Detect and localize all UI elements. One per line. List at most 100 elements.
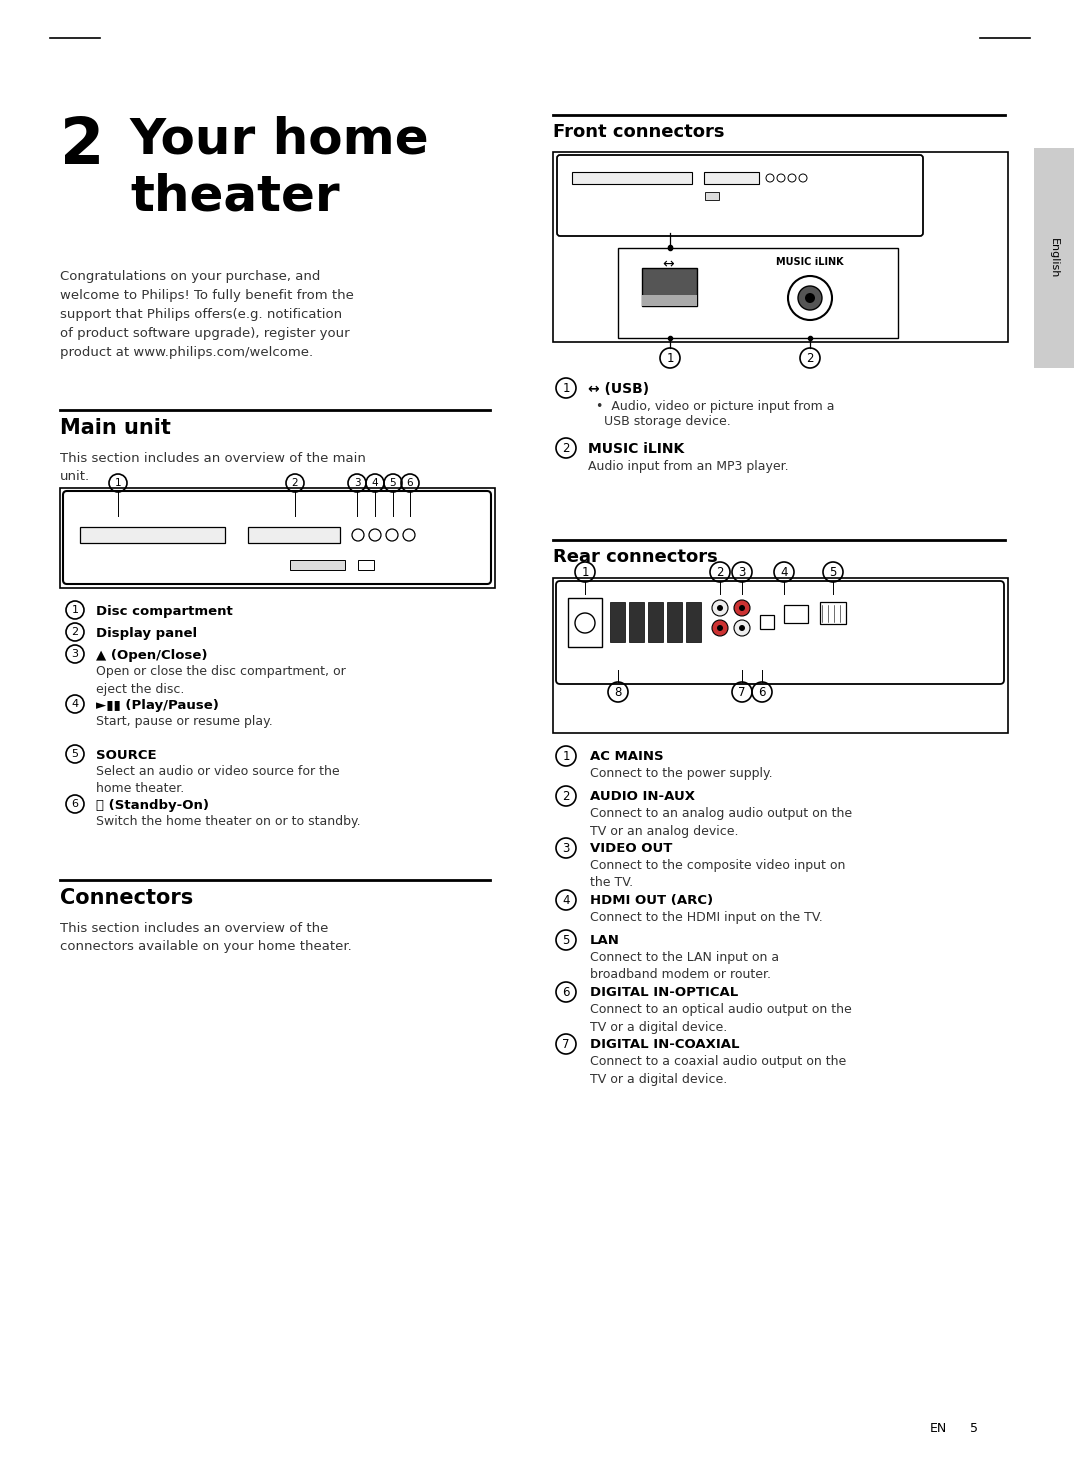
Text: Open or close the disc compartment, or
eject the disc.: Open or close the disc compartment, or e… [96,664,346,695]
Text: DIGITAL IN-OPTICAL: DIGITAL IN-OPTICAL [590,986,739,999]
FancyBboxPatch shape [667,602,681,642]
Circle shape [805,293,815,304]
FancyBboxPatch shape [760,615,774,629]
FancyBboxPatch shape [648,602,663,642]
Text: Rear connectors: Rear connectors [553,548,718,566]
FancyBboxPatch shape [642,295,697,307]
Text: 1: 1 [563,749,570,762]
Text: AC MAINS: AC MAINS [590,750,663,764]
Text: VIDEO OUT: VIDEO OUT [590,842,673,856]
Text: EN: EN [930,1422,947,1435]
FancyBboxPatch shape [1034,147,1074,368]
Circle shape [717,604,723,610]
Circle shape [739,625,745,631]
Text: 4: 4 [71,699,79,710]
Text: Connect to the LAN input on a
broadband modem or router.: Connect to the LAN input on a broadband … [590,950,779,981]
Text: Disc compartment: Disc compartment [96,604,233,618]
FancyBboxPatch shape [610,602,625,642]
Text: 2: 2 [563,790,570,803]
Text: Connect to an analog audio output on the
TV or an analog device.: Connect to an analog audio output on the… [590,807,852,838]
FancyBboxPatch shape [357,561,374,569]
Text: 3: 3 [739,565,745,578]
Text: 3: 3 [563,841,569,854]
Text: Front connectors: Front connectors [553,123,725,142]
FancyBboxPatch shape [705,193,719,200]
Circle shape [717,625,723,631]
Text: 2: 2 [563,441,570,454]
Text: Switch the home theater on or to standby.: Switch the home theater on or to standby… [96,815,361,828]
Text: This section includes an overview of the main
unit.: This section includes an overview of the… [60,453,366,483]
Text: ⏻ (Standby-On): ⏻ (Standby-On) [96,799,210,812]
Text: MUSIC iLINK: MUSIC iLINK [777,257,843,267]
Text: ▲ (Open/Close): ▲ (Open/Close) [96,650,207,661]
Text: Connect to the composite video input on
the TV.: Connect to the composite video input on … [590,858,846,889]
Text: 5: 5 [970,1422,978,1435]
Circle shape [352,529,364,542]
Text: 1: 1 [114,477,121,488]
Circle shape [403,529,415,542]
Text: 4: 4 [563,894,570,907]
Text: 2: 2 [292,477,298,488]
FancyBboxPatch shape [60,488,495,588]
Text: 6: 6 [758,686,766,698]
Circle shape [734,620,750,637]
Circle shape [712,620,728,637]
Text: Main unit: Main unit [60,418,171,438]
Text: 8: 8 [615,686,622,698]
Text: Connectors: Connectors [60,888,193,908]
Text: English: English [1049,238,1059,279]
Text: Select an audio or video source for the
home theater.: Select an audio or video source for the … [96,765,339,796]
Text: •  Audio, video or picture input from a: • Audio, video or picture input from a [596,400,835,413]
FancyBboxPatch shape [572,172,692,184]
Circle shape [739,604,745,610]
FancyBboxPatch shape [704,172,759,184]
Circle shape [734,600,750,616]
Text: 5: 5 [390,477,396,488]
Text: 7: 7 [739,686,746,698]
Text: 4: 4 [372,477,378,488]
Text: 2: 2 [71,626,79,637]
Text: Your home
theater: Your home theater [130,115,430,220]
FancyBboxPatch shape [291,561,345,569]
Text: 7: 7 [563,1038,570,1051]
FancyBboxPatch shape [629,602,644,642]
Text: ↔ (USB): ↔ (USB) [588,383,649,396]
Text: ↔: ↔ [662,257,674,272]
Text: Connect to a coaxial audio output on the
TV or a digital device.: Connect to a coaxial audio output on the… [590,1056,847,1085]
FancyBboxPatch shape [553,578,1008,733]
Text: Connect to the power supply.: Connect to the power supply. [590,766,772,780]
Text: ►▮▮ (Play/Pause): ►▮▮ (Play/Pause) [96,699,219,712]
Text: 2: 2 [807,352,813,365]
Text: 1: 1 [71,604,79,615]
Circle shape [386,529,399,542]
Text: 1: 1 [581,565,589,578]
FancyBboxPatch shape [568,599,602,647]
FancyBboxPatch shape [248,527,340,543]
Text: 6: 6 [563,986,570,999]
FancyBboxPatch shape [63,491,491,584]
Text: MUSIC iLINK: MUSIC iLINK [588,442,685,456]
FancyBboxPatch shape [686,602,701,642]
Text: LAN: LAN [590,934,620,948]
FancyBboxPatch shape [556,581,1004,683]
Text: 4: 4 [780,565,787,578]
Text: Connect to an optical audio output on the
TV or a digital device.: Connect to an optical audio output on th… [590,1003,852,1034]
Text: Connect to the HDMI input on the TV.: Connect to the HDMI input on the TV. [590,911,823,924]
Text: 3: 3 [71,650,79,658]
Text: 6: 6 [407,477,414,488]
Text: USB storage device.: USB storage device. [604,415,731,428]
FancyBboxPatch shape [557,155,923,237]
Text: 1: 1 [563,381,570,394]
Text: DIGITAL IN-COAXIAL: DIGITAL IN-COAXIAL [590,1038,740,1051]
Text: AUDIO IN-AUX: AUDIO IN-AUX [590,790,696,803]
FancyBboxPatch shape [553,152,1008,342]
Text: 5: 5 [563,933,569,946]
Text: HDMI OUT (ARC): HDMI OUT (ARC) [590,894,713,907]
FancyBboxPatch shape [618,248,897,339]
FancyBboxPatch shape [642,269,697,307]
Circle shape [788,276,832,320]
Text: 6: 6 [71,799,79,809]
Text: Audio input from an MP3 player.: Audio input from an MP3 player. [588,460,788,473]
Text: 3: 3 [353,477,361,488]
Text: Display panel: Display panel [96,626,198,639]
